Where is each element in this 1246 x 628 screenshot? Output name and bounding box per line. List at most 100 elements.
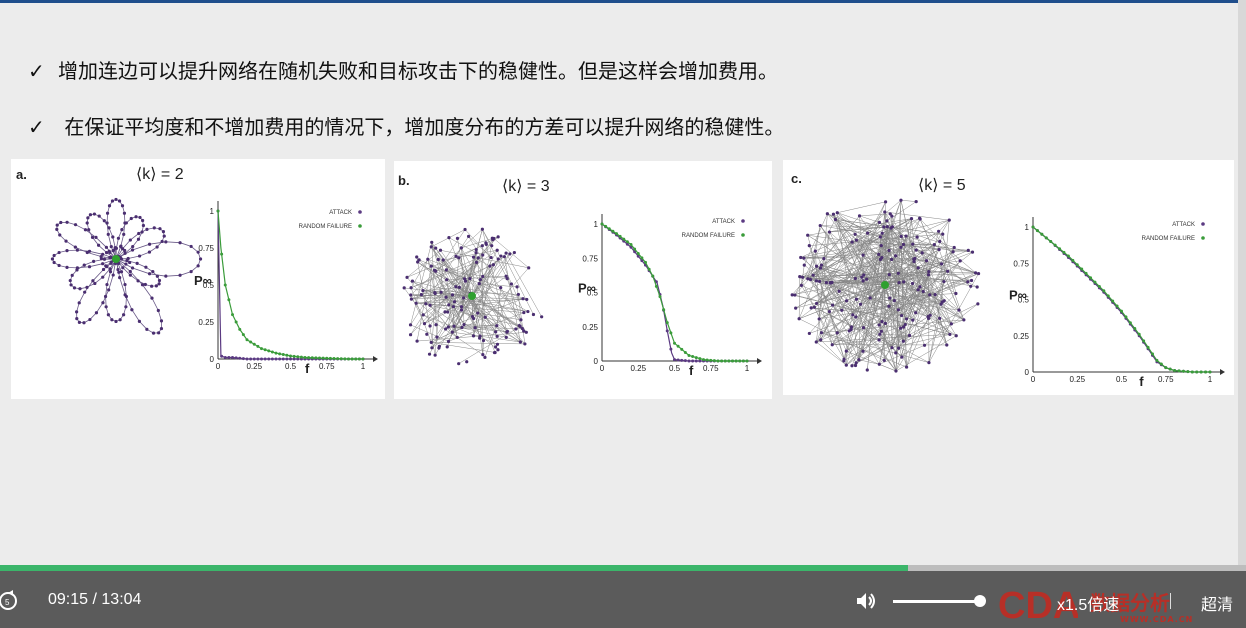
- network-edge: [431, 242, 463, 328]
- network-node: [154, 284, 158, 288]
- network-edge: [448, 325, 497, 328]
- attack-point: [260, 357, 263, 361]
- random-failure-point: [687, 354, 691, 358]
- random-failure-point: [245, 338, 249, 342]
- network-node: [429, 245, 433, 249]
- network-node: [114, 197, 118, 202]
- network-node: [52, 253, 56, 258]
- network-node: [119, 244, 123, 248]
- network-node: [147, 242, 152, 246]
- network-node: [892, 298, 896, 303]
- random-failure-point: [738, 359, 742, 363]
- network-edge: [846, 249, 940, 302]
- network-node: [491, 238, 495, 242]
- network-node: [433, 290, 437, 295]
- network-node: [198, 257, 203, 261]
- network-edge: [427, 259, 507, 338]
- y-tick-label: 1: [1025, 223, 1030, 232]
- network-node: [966, 280, 970, 284]
- attack-point: [238, 356, 242, 360]
- network-node: [86, 216, 90, 220]
- network-edge: [819, 267, 919, 320]
- network-node: [938, 316, 942, 320]
- network-node: [849, 325, 854, 329]
- network-node: [480, 244, 484, 248]
- network-edge: [895, 234, 943, 372]
- random-failure-point: [256, 344, 260, 348]
- scrollbar[interactable]: [1238, 0, 1246, 565]
- network-node: [138, 215, 142, 220]
- network-node: [189, 269, 193, 274]
- network-node: [949, 322, 953, 326]
- attack-series-line: [217, 210, 363, 360]
- random-failure-point: [633, 247, 637, 251]
- network-edge: [459, 287, 524, 299]
- network-node: [954, 291, 958, 296]
- random-failure-point: [249, 340, 253, 344]
- random-failure-point: [727, 359, 731, 363]
- volume-icon[interactable]: [855, 591, 879, 611]
- network-edge: [816, 341, 847, 366]
- random-failure-point: [1031, 225, 1035, 229]
- random-failure-point: [1058, 247, 1062, 251]
- network-node: [424, 302, 428, 306]
- network-node: [840, 308, 844, 312]
- random-failure-point: [1128, 321, 1132, 325]
- network-node: [441, 258, 445, 262]
- network-node: [938, 239, 942, 244]
- network-edge: [953, 250, 969, 253]
- robustness-chart: 0 0.25 0.5 0.75 1 0 0.25 0.5 0.75 1 P∞ f ATTACK RANDO…: [194, 201, 378, 376]
- figure-panel-b: b. ⟨k⟩ = 3 0 0.25 0.5 0.75 1 0 0.25 0.5 0.75 1 P∞ f AT…: [394, 161, 772, 399]
- network-node: [794, 306, 798, 310]
- network-node: [106, 313, 110, 317]
- network-node: [118, 318, 122, 322]
- network-edge: [444, 295, 473, 313]
- network-edge: [431, 258, 499, 348]
- random-failure-point: [625, 240, 629, 244]
- network-edge: [799, 318, 885, 361]
- network-node: [122, 313, 126, 317]
- volume-slider[interactable]: [893, 595, 987, 607]
- network-node: [939, 302, 943, 306]
- network-node: [103, 294, 108, 299]
- progress-bar[interactable]: [0, 565, 1246, 571]
- y-axis-label: P∞: [1009, 288, 1027, 303]
- network-node: [865, 277, 869, 281]
- random-failure-point: [607, 227, 611, 231]
- random-failure-point: [1066, 254, 1070, 258]
- attack-point: [278, 357, 282, 361]
- x-tick-label: 0.25: [630, 364, 646, 373]
- random-failure-point: [347, 357, 350, 361]
- network-node: [920, 251, 924, 255]
- network-node: [882, 225, 886, 229]
- network-edge: [810, 218, 912, 280]
- network-node: [890, 346, 894, 350]
- network-node: [178, 273, 182, 277]
- network-node: [452, 300, 457, 304]
- network-edge: [818, 282, 833, 320]
- network-node: [802, 256, 806, 260]
- network-node: [853, 232, 857, 236]
- attack-point: [263, 357, 267, 361]
- network-edge: [431, 293, 436, 348]
- random-failure-point: [651, 274, 655, 278]
- speed-button[interactable]: x1.5倍速: [1057, 597, 1120, 614]
- network-node: [540, 315, 544, 319]
- volume-knob[interactable]: [974, 595, 987, 607]
- network-edge: [820, 339, 847, 366]
- network-node: [883, 210, 887, 214]
- network-node: [421, 288, 425, 293]
- network-node: [488, 264, 492, 268]
- network-edge: [821, 218, 912, 266]
- attack-point: [289, 357, 292, 361]
- network-node: [64, 239, 68, 243]
- network-node: [924, 259, 929, 263]
- quality-button[interactable]: 超清: [1201, 597, 1234, 614]
- network-node: [491, 263, 495, 267]
- legend-attack-label: ATTACK: [1172, 222, 1195, 228]
- network-node: [428, 303, 432, 307]
- replay-icon[interactable]: 5: [0, 590, 20, 612]
- network-edge: [879, 347, 893, 365]
- network-node: [880, 255, 884, 260]
- network-node: [973, 271, 978, 275]
